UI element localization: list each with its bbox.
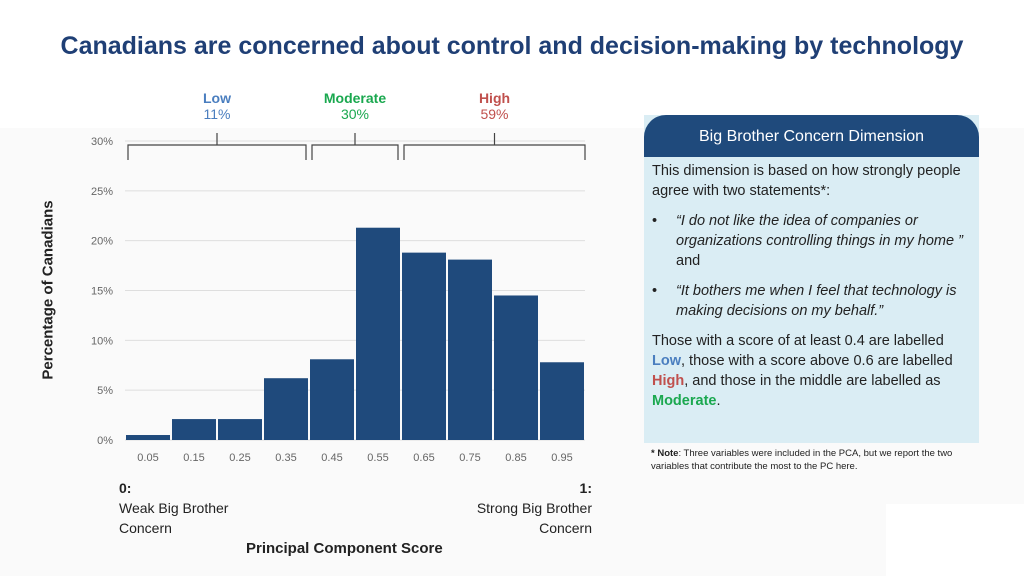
- axis-left-end: 0: Weak Big Brother Concern: [119, 478, 228, 538]
- x-tick-label: 0.65: [413, 452, 434, 464]
- y-tick-label: 10%: [91, 335, 113, 347]
- x-tick-label: 0.25: [229, 452, 250, 464]
- bar-0.25: [218, 419, 262, 440]
- bar-0.75: [448, 259, 492, 440]
- histogram-chart: 0% 5% 10% 15% 20% 25% 30% 0.05 0.15 0.25 0.35 0.45 0…: [91, 133, 586, 464]
- group-percent: 11%: [203, 106, 231, 122]
- panel-heading: Big Brother Concern Dimension: [644, 115, 979, 157]
- x-tick-label: 0.05: [137, 452, 158, 464]
- right-end-number: 1:: [579, 480, 592, 496]
- x-tick-label: 0.85: [505, 452, 526, 464]
- info-panel: Big Brother Concern Dimension This dimen…: [644, 115, 979, 443]
- panel-intro: This dimension is based on how strongly …: [652, 163, 961, 199]
- bracket-moderate: [311, 133, 399, 160]
- statement-suffix: and: [676, 253, 701, 269]
- blank-box: [886, 504, 1024, 576]
- right-end-text: Concern: [539, 520, 592, 536]
- y-tick-label: 25%: [91, 186, 113, 198]
- bar-0.95: [540, 362, 584, 440]
- group-label-moderate: Moderate 30%: [295, 90, 415, 122]
- x-tick-label: 0.35: [275, 452, 296, 464]
- outro-moderate: Moderate: [652, 393, 717, 409]
- x-tick-label: 0.55: [367, 452, 388, 464]
- y-tick-label: 20%: [91, 236, 113, 248]
- left-end-text: Concern: [119, 520, 172, 536]
- bar-0.45: [310, 359, 354, 440]
- bar-0.05: [126, 435, 170, 440]
- y-tick-label: 0%: [97, 435, 113, 447]
- panel-outro: Those with a score of at least 0.4 are l…: [652, 331, 971, 411]
- page-title: Canadians are concerned about control an…: [60, 32, 964, 60]
- outro-text: .: [716, 393, 721, 409]
- outro-text: , and those in the middle are labelled a…: [684, 373, 941, 389]
- axis-right-end: 1: Strong Big Brother Concern: [477, 478, 592, 538]
- group-name: High: [478, 90, 511, 106]
- left-end-number: 0:: [119, 480, 132, 496]
- bracket-high: [403, 133, 586, 160]
- bar-0.15: [172, 419, 216, 440]
- statement-2: “It bothers me when I feel that technolo…: [676, 283, 957, 319]
- x-tick-label: 0.45: [321, 452, 342, 464]
- bracket-low: [127, 133, 307, 160]
- statement-item: • “It bothers me when I feel that technol…: [652, 281, 971, 321]
- x-tick-label: 0.95: [551, 452, 572, 464]
- x-tick-label: 0.75: [459, 452, 480, 464]
- y-axis-label: Percentage of Canadians: [39, 200, 57, 380]
- group-percent: 59%: [480, 106, 509, 122]
- y-tick-label: 30%: [91, 136, 113, 148]
- bar-0.65: [402, 252, 446, 440]
- x-tick-label: 0.15: [183, 452, 204, 464]
- x-axis-label: Principal Component Score: [246, 540, 443, 557]
- statement-item: • “I do not like the idea of companies or…: [652, 213, 963, 269]
- note-label: * Note: [651, 448, 679, 459]
- outro-high: High: [652, 373, 685, 389]
- group-label-high: High 59%: [435, 90, 555, 122]
- statement-1: “I do not like the idea of companies or …: [676, 213, 963, 249]
- group-percent: 30%: [340, 106, 370, 122]
- bar-0.85: [494, 295, 538, 440]
- left-end-text: Weak Big Brother: [119, 500, 229, 516]
- group-name: Low: [203, 90, 231, 106]
- outro-text: Those with a score of at least 0.4 are l…: [652, 333, 944, 349]
- outro-low: Low: [652, 353, 681, 369]
- outro-text: , those with a score above 0.6 are label…: [681, 353, 953, 369]
- y-tick-label: 5%: [97, 385, 113, 397]
- bar-0.35: [264, 378, 308, 440]
- group-label-low: Low 11%: [157, 90, 277, 122]
- group-name: Moderate: [323, 90, 387, 106]
- right-end-text: Strong Big Brother: [476, 500, 592, 516]
- note-text: : Three variables were included in the P…: [651, 448, 953, 472]
- y-tick-label: 15%: [91, 286, 113, 298]
- bar-0.55: [356, 227, 400, 440]
- footnote: * Note: Three variables were included in…: [651, 447, 981, 473]
